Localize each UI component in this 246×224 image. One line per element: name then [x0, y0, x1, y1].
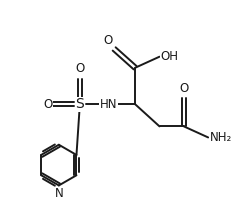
Text: O: O	[104, 34, 113, 47]
Text: HN: HN	[100, 98, 117, 111]
Text: O: O	[75, 62, 84, 75]
Text: O: O	[179, 82, 188, 95]
Text: N: N	[54, 187, 63, 200]
Text: OH: OH	[161, 50, 179, 63]
Text: NH₂: NH₂	[210, 131, 232, 144]
Text: S: S	[76, 97, 84, 111]
Text: O: O	[43, 98, 52, 111]
